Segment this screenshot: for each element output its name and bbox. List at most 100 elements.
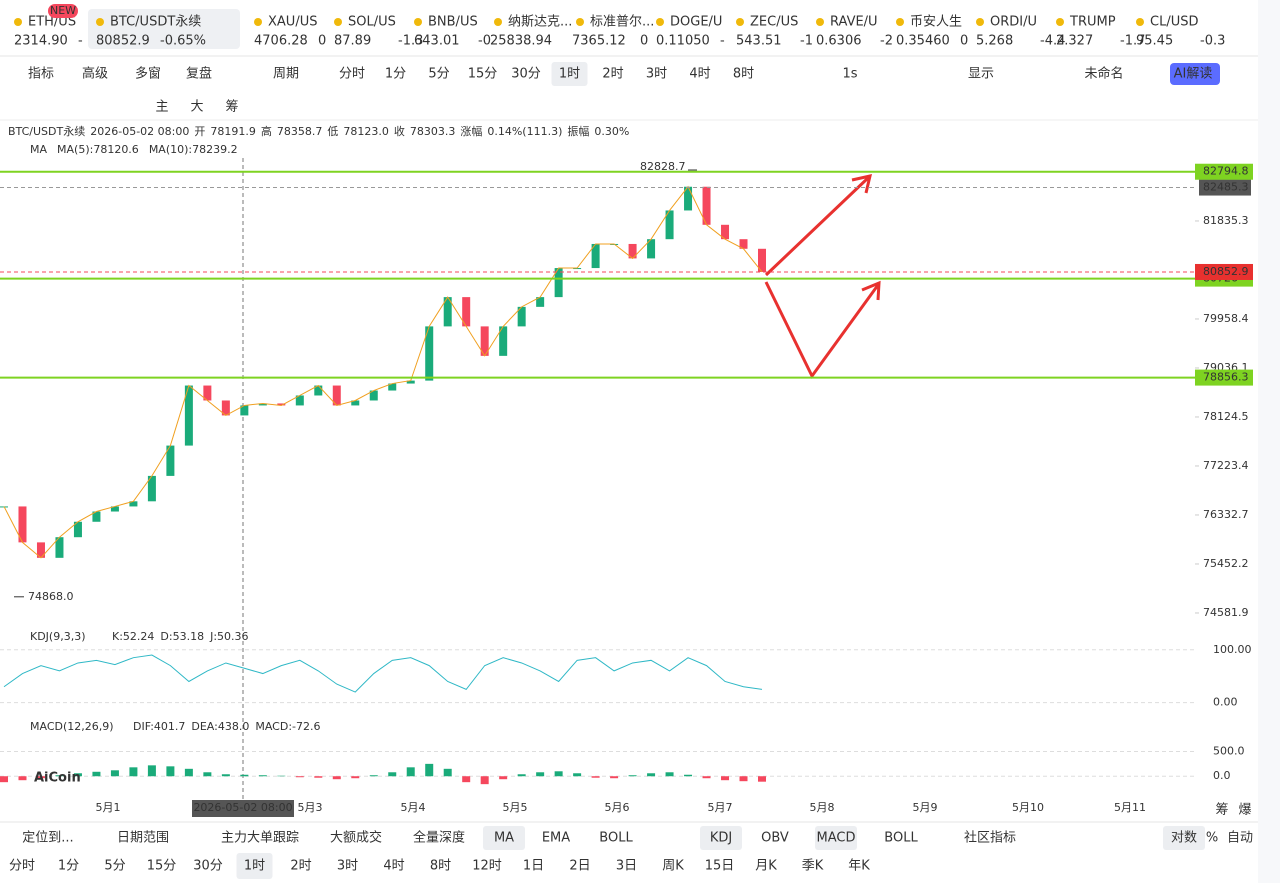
- bottom-interval[interactable]: 15分: [147, 859, 177, 874]
- ticker-price[interactable]: 80852.9: [96, 34, 150, 49]
- macd-bar: [758, 776, 766, 781]
- interval[interactable]: 1时: [559, 67, 580, 82]
- bottom-interval[interactable]: 8时: [430, 859, 451, 874]
- side-tab[interactable]: 爆: [1238, 803, 1251, 818]
- bottom-interval[interactable]: 年K: [848, 859, 870, 874]
- toolbar-item[interactable]: 指标: [28, 67, 54, 82]
- toolbar-item[interactable]: 周期: [273, 67, 299, 82]
- interval[interactable]: 5分: [428, 67, 449, 82]
- date-label: 5月10: [1012, 801, 1044, 814]
- ticker-change: -: [720, 34, 725, 49]
- info: 78358.7: [277, 125, 323, 138]
- bottom-interval[interactable]: 季K: [802, 859, 824, 874]
- interval[interactable]: 1分: [385, 67, 406, 82]
- ticker-price[interactable]: 0.35460: [896, 34, 950, 49]
- toolbar-item[interactable]: 显示: [968, 67, 994, 82]
- bottom-interval[interactable]: 周K: [662, 859, 684, 874]
- ticker-symbol[interactable]: 标准普尔...: [590, 15, 654, 30]
- bottom-item[interactable]: EMA: [542, 831, 570, 846]
- ticker-symbol[interactable]: ZEC/US: [750, 15, 798, 30]
- bottom-item[interactable]: MACD: [817, 831, 856, 846]
- tool[interactable]: 筹: [225, 99, 238, 115]
- macd-bar: [481, 776, 489, 784]
- ticker-symbol[interactable]: 币安人生: [910, 15, 962, 30]
- bottom-item[interactable]: 全量深度: [413, 830, 465, 846]
- ticker-price[interactable]: 543.51: [736, 34, 782, 49]
- bottom-item[interactable]: 主力大单跟踪: [221, 831, 299, 846]
- interval[interactable]: 分时: [339, 67, 365, 82]
- bottom-interval[interactable]: 4时: [383, 859, 404, 874]
- ticker-symbol[interactable]: SOL/US: [348, 15, 396, 30]
- interval[interactable]: 15分: [468, 67, 498, 82]
- y-tick-label: 78124.5: [1203, 410, 1249, 423]
- toolbar-item[interactable]: 高级: [82, 66, 108, 82]
- ticker-symbol[interactable]: CL/USD: [1150, 15, 1198, 30]
- bottom-interval[interactable]: 1分: [58, 859, 79, 874]
- bottom-interval[interactable]: 3日: [616, 859, 637, 874]
- kdj-tick-label: 0.00: [1213, 696, 1238, 709]
- interval[interactable]: 4时: [689, 67, 710, 82]
- ticker-symbol[interactable]: DOGE/U: [670, 15, 722, 30]
- bottom-interval[interactable]: 15日: [705, 859, 735, 874]
- ticker-price[interactable]: 95.45: [1136, 34, 1173, 49]
- interval[interactable]: 2时: [602, 67, 623, 82]
- bottom-item[interactable]: OBV: [761, 831, 789, 846]
- bottom-item[interactable]: 自动: [1227, 831, 1253, 846]
- side-tab[interactable]: 筹: [1215, 802, 1228, 818]
- macd-bar: [222, 774, 230, 776]
- interval[interactable]: 8时: [733, 67, 754, 82]
- toolbar-item[interactable]: 复盘: [186, 66, 212, 82]
- bottom-item[interactable]: KDJ: [710, 831, 732, 846]
- bottom-item[interactable]: BOLL: [599, 831, 633, 846]
- interval[interactable]: 30分: [511, 67, 541, 82]
- bottom-item[interactable]: BOLL: [884, 831, 918, 846]
- bottom-interval[interactable]: 1日: [523, 859, 544, 874]
- tool[interactable]: 大: [190, 100, 203, 115]
- macd-bar: [240, 775, 248, 776]
- ticker-price[interactable]: 7365.12: [572, 34, 626, 49]
- bottom-item[interactable]: 大额成交: [330, 830, 382, 846]
- bottom-interval[interactable]: 5分: [104, 859, 125, 874]
- bottom-interval[interactable]: 分时: [9, 859, 35, 874]
- ticker-symbol[interactable]: TRUMP: [1069, 15, 1116, 30]
- ticker-price[interactable]: 87.89: [334, 34, 371, 49]
- ticker-symbol[interactable]: RAVE/U: [830, 15, 878, 30]
- interval[interactable]: 3时: [646, 67, 667, 82]
- ticker-symbol[interactable]: XAU/US: [268, 15, 317, 30]
- ticker-symbol[interactable]: 纳斯达克...: [508, 15, 572, 30]
- ticker-icon: [414, 18, 422, 26]
- bottom-interval[interactable]: 3时: [337, 859, 358, 874]
- bottom-interval[interactable]: 2时: [290, 859, 311, 874]
- bottom-item[interactable]: 社区指标: [964, 830, 1016, 846]
- toolbar-item[interactable]: 未命名: [1084, 66, 1123, 82]
- tool[interactable]: 主: [155, 100, 168, 115]
- toolbar-item[interactable]: AI解读: [1174, 67, 1213, 82]
- ticker-price[interactable]: 5.268: [976, 34, 1013, 49]
- ticker-change: 0: [960, 34, 968, 49]
- bottom-item[interactable]: 定位到...: [22, 831, 73, 846]
- toolbar-item[interactable]: 多窗: [135, 66, 161, 82]
- ticker-change: -: [78, 34, 83, 49]
- ticker-price[interactable]: 643.01: [414, 34, 460, 49]
- ticker-price[interactable]: 4706.28: [254, 34, 308, 49]
- ticker-symbol[interactable]: ORDI/U: [990, 15, 1037, 30]
- bottom-interval[interactable]: 30分: [193, 859, 223, 874]
- macd-legend: DIF:401.7: [133, 720, 185, 733]
- bottom-interval[interactable]: 12时: [472, 859, 502, 874]
- ticker-price[interactable]: 0.6306: [816, 34, 862, 49]
- bottom-item[interactable]: 日期范围: [117, 831, 169, 846]
- ticker-symbol[interactable]: BTC/USDT永续: [110, 15, 201, 30]
- bottom-interval[interactable]: 月K: [755, 859, 777, 874]
- toolbar-item[interactable]: 1s: [842, 67, 857, 82]
- bottom-item[interactable]: %: [1206, 831, 1218, 846]
- macd-bar: [203, 772, 211, 776]
- bottom-interval[interactable]: 1时: [244, 859, 265, 874]
- ticker-price[interactable]: 25838.94: [490, 34, 552, 49]
- ticker-price[interactable]: 0.11050: [656, 34, 710, 49]
- bottom-interval[interactable]: 2日: [569, 859, 590, 874]
- ticker-price[interactable]: 2314.90: [14, 34, 68, 49]
- ticker-price[interactable]: 2.327: [1056, 34, 1093, 49]
- bottom-item[interactable]: MA: [494, 831, 514, 846]
- ticker-symbol[interactable]: BNB/US: [428, 15, 478, 30]
- bottom-item[interactable]: 对数: [1171, 831, 1197, 846]
